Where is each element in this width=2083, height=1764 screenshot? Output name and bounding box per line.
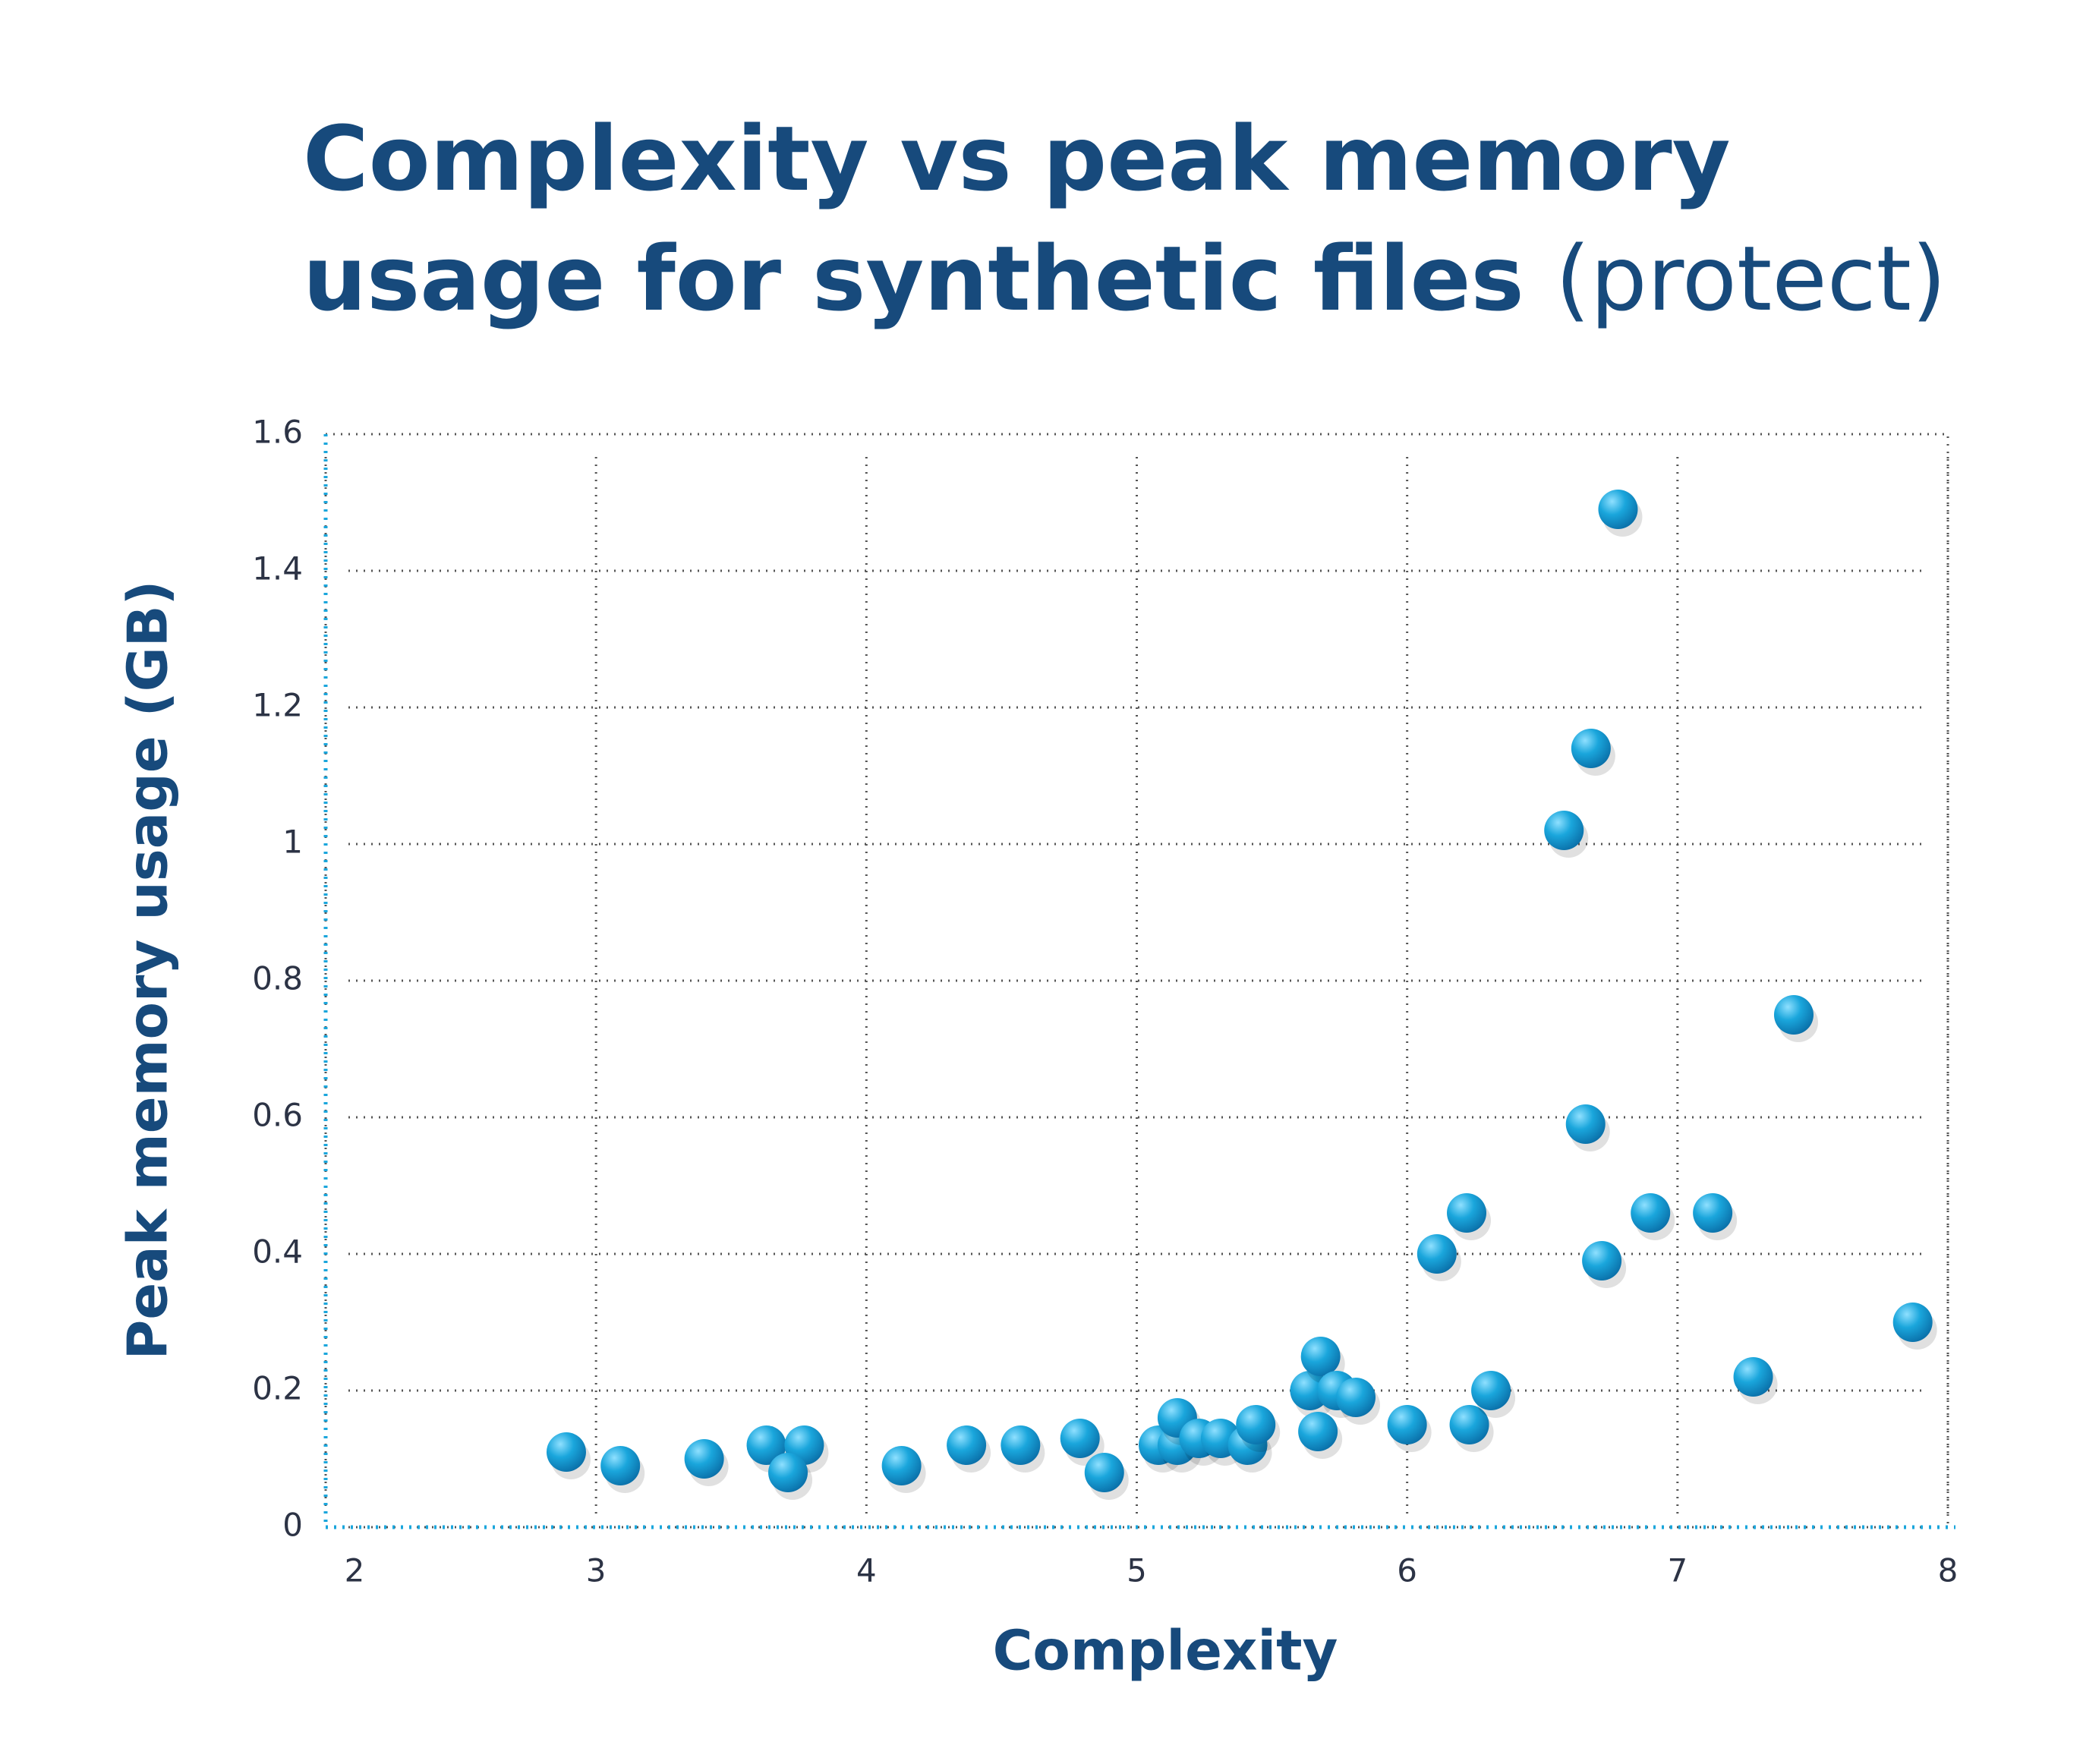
chart-title: Complexity vs peak memory usage for synt… bbox=[303, 106, 1731, 331]
point bbox=[1598, 490, 1638, 529]
point bbox=[1335, 1378, 1376, 1417]
x-tick-label: 8 bbox=[1938, 1552, 1959, 1589]
y-tick-label: 1 bbox=[282, 824, 303, 861]
y-tick-label: 1.2 bbox=[252, 687, 303, 724]
point bbox=[768, 1453, 808, 1492]
y-axis-title: Peak memory usage (GB) bbox=[116, 581, 180, 1360]
point bbox=[1447, 1193, 1487, 1233]
point bbox=[1387, 1405, 1427, 1444]
point bbox=[1631, 1193, 1671, 1233]
point bbox=[1298, 1412, 1338, 1451]
x-tick-label: 6 bbox=[1397, 1552, 1417, 1589]
point bbox=[746, 1425, 786, 1465]
y-tick-label: 0 bbox=[282, 1507, 303, 1544]
point bbox=[1582, 1241, 1622, 1280]
point bbox=[600, 1446, 641, 1485]
x-tick-label: 4 bbox=[856, 1552, 877, 1589]
point bbox=[881, 1446, 922, 1485]
point bbox=[1733, 1357, 1773, 1397]
point bbox=[1471, 1371, 1511, 1410]
point bbox=[546, 1432, 586, 1472]
point bbox=[1544, 811, 1584, 850]
y-tick-label: 0.2 bbox=[252, 1370, 303, 1407]
x-tick-label: 5 bbox=[1127, 1552, 1147, 1589]
y-tick-label: 0.4 bbox=[252, 1233, 303, 1271]
title-block: Complexity vs peak memory usage for synt… bbox=[303, 99, 2049, 339]
point bbox=[1236, 1405, 1276, 1444]
point bbox=[1773, 995, 1814, 1035]
y-tick-label: 0.6 bbox=[252, 1097, 303, 1134]
point bbox=[1084, 1453, 1124, 1492]
point bbox=[1060, 1419, 1100, 1458]
point bbox=[1300, 1337, 1341, 1376]
point bbox=[1290, 1371, 1330, 1410]
x-axis-title: Complexity bbox=[993, 1619, 1338, 1683]
point bbox=[684, 1439, 724, 1479]
x-tick-label: 3 bbox=[586, 1552, 607, 1589]
y-tick-label: 1.6 bbox=[252, 414, 303, 451]
chart-subtitle: (protect) bbox=[1555, 226, 1946, 331]
x-tick-label: 2 bbox=[345, 1552, 365, 1589]
x-tick-label: 7 bbox=[1667, 1552, 1688, 1589]
point bbox=[1001, 1425, 1041, 1465]
point bbox=[1417, 1234, 1457, 1274]
y-tick-label: 0.8 bbox=[252, 960, 303, 997]
point bbox=[1571, 729, 1611, 768]
y-tick-label: 1.4 bbox=[252, 550, 303, 587]
point bbox=[1693, 1193, 1733, 1233]
point bbox=[947, 1425, 987, 1465]
point bbox=[1449, 1405, 1489, 1444]
point bbox=[1565, 1104, 1606, 1144]
point bbox=[1892, 1303, 1933, 1342]
